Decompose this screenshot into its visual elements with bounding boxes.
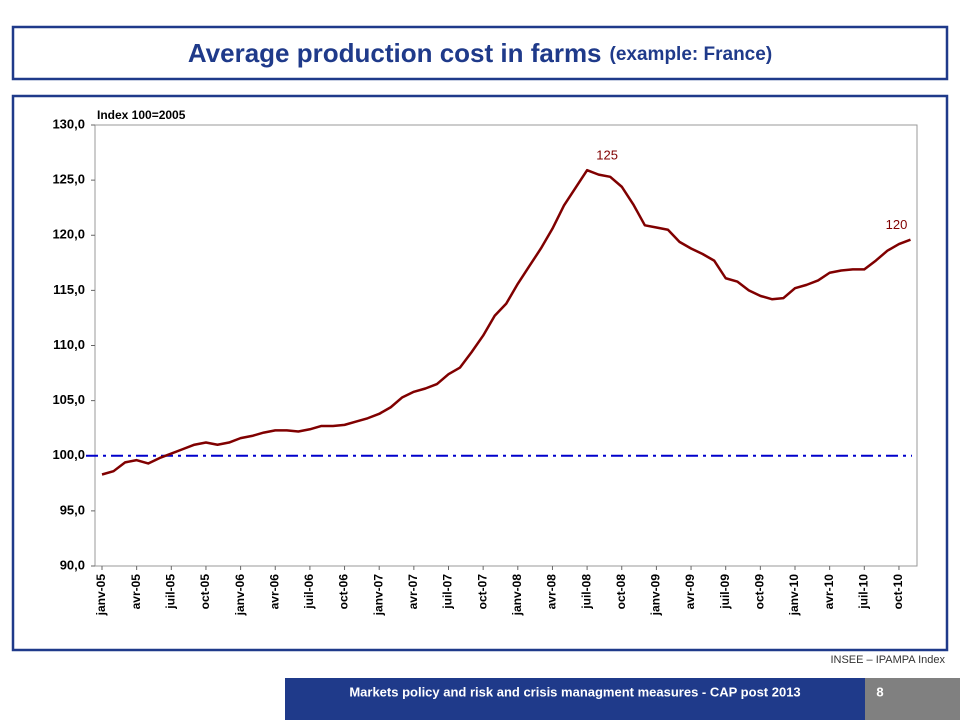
x-tick-label: janv-08: [510, 574, 524, 617]
x-tick-label: oct-05: [198, 574, 212, 610]
title-box: [11, 25, 949, 81]
footer-bar: [285, 678, 865, 720]
y-tick-label: 95,0: [60, 502, 85, 517]
x-tick-label: juil-07: [441, 574, 455, 610]
y-tick-label: 90,0: [60, 557, 85, 572]
y-tick-label: 100,0: [52, 447, 85, 462]
x-tick-label: janv-10: [787, 574, 801, 617]
chart-subtitle: (example: France): [610, 44, 773, 65]
x-tick-label: juil-05: [163, 574, 177, 610]
chart-title: Average production cost in farms: [188, 38, 602, 68]
x-tick-label: janv-05: [94, 574, 108, 617]
y-tick-label: 105,0: [52, 392, 85, 407]
x-tick-label: avr-09: [683, 574, 697, 610]
y-tick-label: 130,0: [52, 116, 85, 131]
source-note: INSEE – IPAMPA Index: [830, 654, 945, 666]
x-tick-label: janv-07: [371, 574, 385, 617]
footer-text: Markets policy and risk and crisis manag…: [349, 684, 800, 699]
x-tick-label: oct-06: [337, 574, 351, 610]
y-tick-label: 125,0: [52, 172, 85, 187]
x-tick-label: avr-07: [406, 574, 420, 610]
y-tick-label: 110,0: [53, 337, 85, 352]
title-line: Average production cost in farms (example…: [188, 38, 772, 68]
annotation: 120: [886, 217, 908, 232]
annotation: 125: [596, 148, 618, 163]
y-tick-label: 120,0: [52, 227, 85, 242]
x-tick-label: juil-10: [856, 574, 870, 610]
data-line: [101, 168, 911, 476]
x-tick-label: avr-06: [267, 574, 281, 610]
x-tick-label: janv-06: [233, 574, 247, 617]
x-tick-label: juil-08: [579, 574, 593, 610]
y-tick-label: 115,0: [53, 282, 85, 297]
chart-box: [11, 94, 949, 652]
y-axis-label: Index 100=2005: [97, 108, 186, 122]
x-tick-label: juil-09: [718, 574, 732, 610]
x-tick-label: avr-08: [545, 574, 559, 610]
x-tick-label: oct-08: [614, 574, 628, 610]
x-tick-label: oct-07: [475, 574, 489, 610]
x-tick-label: juil-06: [302, 574, 316, 610]
x-tick-label: avr-05: [129, 574, 143, 610]
x-tick-label: janv-09: [649, 574, 663, 617]
page-number-box: [865, 678, 960, 720]
page-number: 8: [876, 684, 883, 699]
x-tick-label: avr-10: [822, 574, 836, 610]
x-tick-label: oct-09: [753, 574, 767, 610]
x-tick-label: oct-10: [891, 574, 905, 610]
